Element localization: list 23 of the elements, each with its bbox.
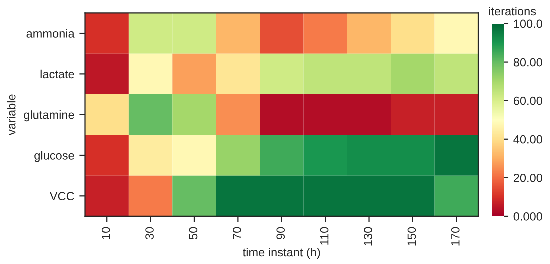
color-bar-label: 60.00 xyxy=(514,96,542,106)
x-tick-label: 10 xyxy=(102,227,110,240)
x-tick-label: 90 xyxy=(276,227,286,240)
y-axis-title: variable xyxy=(7,94,16,136)
x-tick-label: 150 xyxy=(408,227,416,246)
y-tick-label: VCC xyxy=(50,192,74,201)
x-tick-label: 30 xyxy=(146,227,154,240)
x-tick-label: 70 xyxy=(232,227,242,240)
y-tick-label: lactate xyxy=(40,70,74,79)
y-tick-label: glutamine xyxy=(24,110,74,122)
color-bar-title: iterations xyxy=(489,6,536,16)
color-bar-label: 80.00 xyxy=(514,58,542,67)
color-bar-label: 100.0 xyxy=(514,20,542,28)
color-bar-label: 20.00 xyxy=(514,174,542,182)
x-tick-label: 130 xyxy=(364,227,372,246)
x-tick-label: 110 xyxy=(320,227,329,245)
color-bar-label: 40.00 xyxy=(514,135,542,144)
y-tick-label: ammonia xyxy=(26,29,75,38)
x-tick-label: 170 xyxy=(451,227,460,246)
x-tick-label: 50 xyxy=(189,227,198,240)
color-bar-label: 0.000 xyxy=(514,212,542,221)
y-tick-label: glucose xyxy=(34,151,74,162)
x-axis-title: time instant (h) xyxy=(243,248,320,259)
